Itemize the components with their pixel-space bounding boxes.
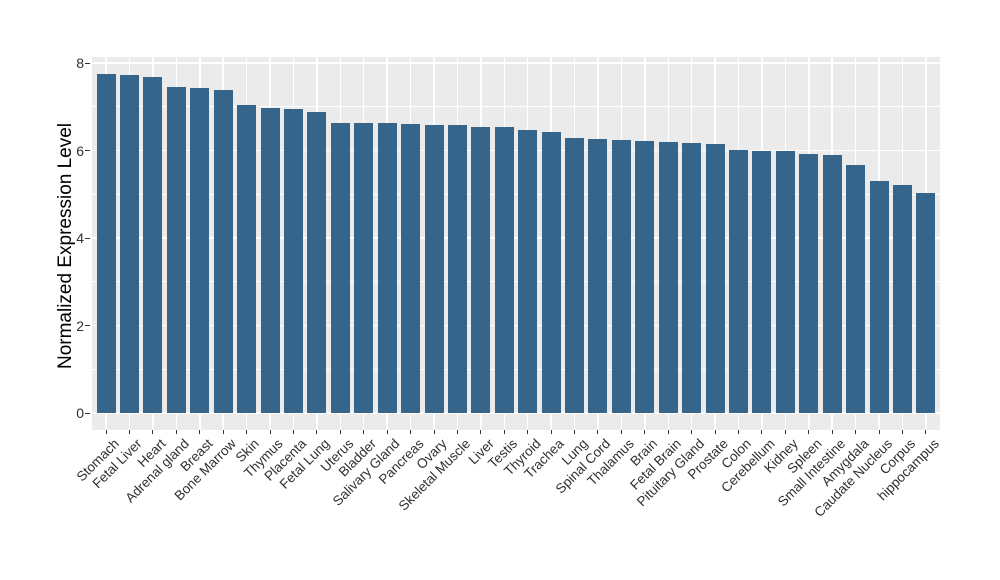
bar [752, 150, 772, 413]
x-tick-mark [644, 430, 646, 434]
x-tick-mark [550, 430, 552, 434]
bar [541, 131, 561, 413]
y-tick-mark [85, 150, 90, 151]
y-tick-label: 8 [76, 55, 84, 71]
y-tick-mark [85, 412, 90, 414]
y-tick-mark [85, 237, 90, 239]
bar [846, 164, 866, 413]
gridline-major [92, 237, 940, 239]
x-tick-mark [714, 430, 716, 434]
y-tick-label: 2 [76, 317, 84, 334]
x-tick-mark [316, 430, 318, 434]
bar [283, 108, 303, 413]
x-tick-mark [667, 430, 669, 434]
x-tick-mark [339, 430, 341, 434]
x-tick-mark [386, 430, 388, 434]
x-tick-mark [574, 430, 576, 434]
x-tick-mark [128, 430, 130, 434]
bar [307, 112, 327, 413]
bar [143, 76, 163, 413]
bar [588, 139, 608, 413]
x-tick-mark [246, 430, 248, 434]
bar [447, 125, 467, 413]
bar [424, 124, 444, 413]
gridline-major [92, 62, 940, 64]
x-tick-mark [456, 430, 458, 434]
x-tick-mark [199, 430, 201, 434]
x-tick-mark [175, 430, 177, 434]
x-tick-mark [761, 430, 763, 434]
bar [166, 87, 186, 413]
bar [822, 154, 842, 413]
bar [658, 141, 678, 413]
bar [729, 150, 749, 413]
x-tick-mark [292, 430, 294, 434]
x-tick-mark [878, 430, 880, 434]
bar [705, 143, 725, 413]
bar [213, 89, 233, 413]
bar [916, 192, 936, 413]
x-tick-mark [480, 430, 482, 434]
y-tick-label: 4 [76, 230, 84, 246]
y-tick-label: 0 [76, 405, 84, 421]
plot-panel [92, 57, 940, 430]
gridline-major [92, 149, 940, 152]
y-tick-mark [85, 325, 90, 326]
bar [565, 138, 585, 413]
x-tick-mark [925, 430, 927, 434]
x-tick-mark [269, 430, 271, 434]
bar [190, 87, 210, 413]
bar [635, 141, 655, 413]
bar [893, 184, 913, 413]
bar [330, 122, 350, 413]
x-tick-mark [503, 430, 505, 434]
bar [682, 143, 702, 413]
x-tick-mark [433, 430, 435, 434]
x-tick-mark [738, 430, 740, 434]
x-tick-mark [527, 430, 529, 434]
bar [494, 127, 514, 413]
x-tick-mark [831, 430, 833, 434]
x-tick-mark [105, 430, 107, 434]
bar [260, 108, 280, 413]
y-tick-mark [85, 62, 90, 64]
x-tick-mark [152, 430, 154, 434]
x-tick-mark [855, 430, 857, 434]
bar [869, 180, 889, 413]
bar [354, 122, 374, 413]
x-tick-mark [691, 430, 693, 434]
x-tick-mark [597, 430, 599, 434]
gridline-minor [92, 106, 940, 108]
x-tick-mark [363, 430, 365, 434]
bar [775, 151, 795, 413]
bar [119, 74, 139, 413]
gridline-minor [92, 368, 940, 370]
bar [611, 140, 631, 413]
bar [471, 126, 491, 413]
x-tick-mark [902, 430, 904, 434]
bar [377, 123, 397, 413]
x-tick-mark [222, 430, 224, 434]
gridline-minor [92, 281, 940, 283]
bar [401, 124, 421, 413]
x-tick-mark [808, 430, 810, 434]
x-tick-mark [410, 430, 412, 434]
gridline-major [92, 412, 940, 414]
bar [96, 73, 116, 413]
gridline-minor [92, 193, 940, 195]
bar [799, 154, 819, 413]
bar [237, 105, 257, 413]
x-tick-mark [620, 430, 622, 434]
gridline-major [92, 324, 940, 327]
x-tick-mark [784, 430, 786, 434]
y-tick-label: 6 [76, 142, 84, 159]
bar [518, 129, 538, 413]
